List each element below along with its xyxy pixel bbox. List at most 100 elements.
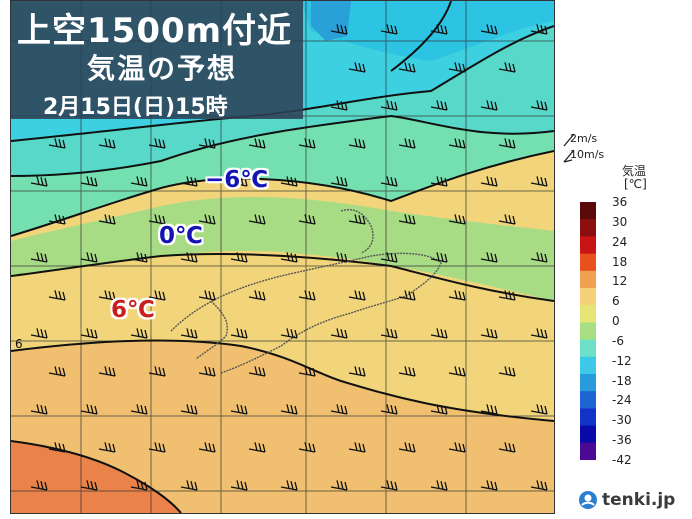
wind-barb <box>448 138 466 149</box>
wind-barb <box>198 366 216 377</box>
wind-barb <box>480 328 498 339</box>
scale-swatch <box>580 442 596 460</box>
scale-tick-label: 24 <box>612 234 628 249</box>
wind-barb <box>248 290 266 301</box>
scale-swatch <box>580 408 596 427</box>
wind-barb <box>330 404 348 415</box>
scale-swatch <box>580 202 596 220</box>
wind-barb <box>498 442 516 453</box>
scale-swatch <box>580 219 596 237</box>
wind-barb <box>398 366 416 377</box>
wind-barb <box>30 176 48 187</box>
scale-tick-label: 12 <box>612 274 628 289</box>
wind-barb <box>48 214 66 225</box>
scale-tick-label: -6 <box>612 333 624 348</box>
wind-barb <box>30 328 48 339</box>
wind-barb <box>448 290 466 301</box>
wind-barb <box>530 328 548 339</box>
wind-barb <box>230 252 248 263</box>
wind-barb <box>148 138 166 149</box>
wind-barb <box>298 138 316 149</box>
legend-wind-large: 10m/s <box>570 148 605 161</box>
brand-name: tenki.jp <box>602 490 676 510</box>
scale-swatch <box>580 374 596 392</box>
wind-barb <box>398 62 416 73</box>
wind-barb <box>348 366 366 377</box>
wind-barb <box>48 442 66 453</box>
wind-barb <box>448 62 466 73</box>
wind-barb <box>530 24 548 35</box>
wind-barb <box>480 404 498 415</box>
wind-barb <box>348 442 366 453</box>
wind-barb <box>230 480 248 491</box>
contour-label-0: 0℃ <box>159 223 203 249</box>
legend-wind-small: 2m/s <box>570 132 598 145</box>
map-title: 上空1500m付近 <box>17 11 293 51</box>
scale-swatch <box>580 322 596 341</box>
scale-swatch <box>580 305 596 323</box>
scale-tick-label: 36 <box>612 195 628 209</box>
wind-barb <box>348 138 366 149</box>
wind-barb <box>30 404 48 415</box>
wind-barb <box>498 62 516 73</box>
wind-barb <box>480 480 498 491</box>
wind-barb <box>430 24 448 35</box>
scale-tick-label: 18 <box>612 254 628 269</box>
wind-barb <box>98 366 116 377</box>
scale-tick-label: -36 <box>612 433 632 448</box>
wind-barb <box>48 366 66 377</box>
wind-barb <box>180 176 198 187</box>
wind-barb <box>98 214 116 225</box>
wind-barb <box>98 290 116 301</box>
wind-barb <box>398 138 416 149</box>
legend-title: 気温 <box>622 164 647 178</box>
color-scale-bar <box>580 202 596 460</box>
wind-barb <box>180 328 198 339</box>
contour-label-minus6: −6℃ <box>205 167 269 193</box>
wind-barb <box>448 214 466 225</box>
title-panel: 上空1500m付近 気温の予想 2月15日(日)15時 <box>11 1 303 120</box>
wind-barb <box>130 404 148 415</box>
tenki-logo-icon <box>579 491 597 509</box>
contour-label-6: 6℃ <box>111 297 155 323</box>
scale-tick-label: 0 <box>612 314 620 329</box>
wind-barb <box>248 138 266 149</box>
scale-tick-label: -12 <box>612 353 632 368</box>
wind-barb <box>248 366 266 377</box>
wind-barb <box>348 214 366 225</box>
wind-barb <box>330 252 348 263</box>
wind-barb <box>530 252 548 263</box>
wind-barb <box>530 176 548 187</box>
wind-barb <box>130 176 148 187</box>
wind-barb <box>480 100 498 111</box>
wind-barb <box>330 24 348 35</box>
scale-swatch <box>580 270 596 289</box>
wind-barb <box>280 328 298 339</box>
weather-map: 上空1500m付近 気温の予想 2月15日(日)15時 −6℃ 0℃ 6℃ 6 <box>10 0 555 514</box>
wind-barb <box>298 366 316 377</box>
wind-barb <box>498 138 516 149</box>
wind-barb <box>198 290 216 301</box>
wind-barb <box>380 100 398 111</box>
wind-barb <box>80 252 98 263</box>
wind-barb <box>80 328 98 339</box>
wind-barb <box>448 442 466 453</box>
wind-barb <box>330 328 348 339</box>
wind-barb <box>298 442 316 453</box>
scale-swatch <box>580 339 596 358</box>
wind-barb <box>180 480 198 491</box>
wind-barb <box>280 480 298 491</box>
scale-tick-label: -42 <box>612 453 632 467</box>
wind-barb <box>130 252 148 263</box>
wind-barb <box>330 480 348 491</box>
wind-barb <box>98 442 116 453</box>
wind-barb <box>280 176 298 187</box>
wind-barb <box>230 176 248 187</box>
scale-tick-label: -18 <box>612 373 632 388</box>
wind-barb <box>430 404 448 415</box>
wind-barb <box>430 176 448 187</box>
wind-barb <box>380 328 398 339</box>
wind-barb <box>530 404 548 415</box>
wind-barb <box>80 176 98 187</box>
scale-tick-label: -30 <box>612 413 632 428</box>
